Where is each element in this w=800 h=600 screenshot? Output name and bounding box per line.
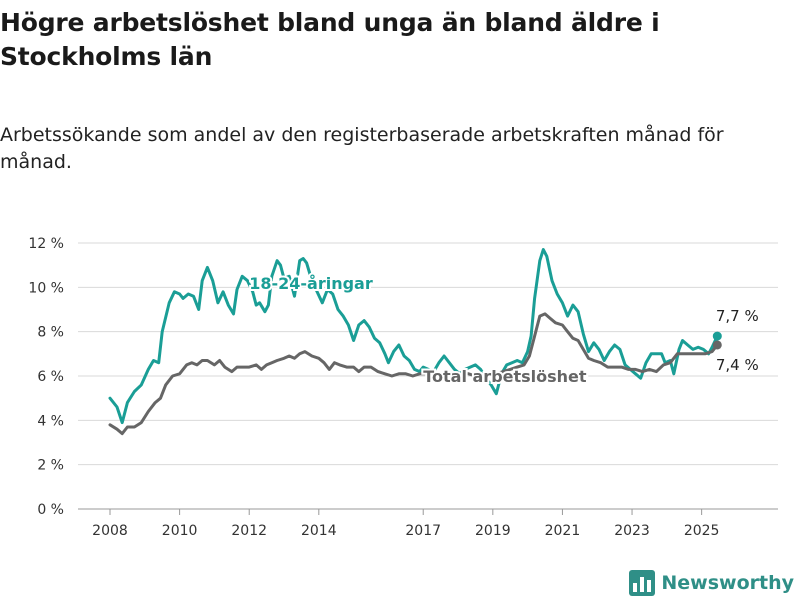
series-line-1 [108, 312, 719, 436]
series-name-label: Total arbetslöshet [423, 367, 587, 386]
page-title: Högre arbetslöshet bland unga än bland ä… [0, 8, 660, 71]
x-axis-ticks: 2008 2010 2012 2014 2017 2019 2021 2023 2025 [92, 509, 719, 539]
x-tick-label: 2017 [405, 523, 441, 539]
y-tick-label: 2 % [37, 458, 64, 474]
series-lines [108, 248, 722, 436]
x-tick-label: 2021 [545, 523, 581, 539]
brand-logo: Newsworthy [629, 570, 794, 596]
chart-subtitle: Arbetssökande som andel av den registerb… [0, 124, 724, 173]
gridlines [78, 242, 778, 510]
bar-chart-logo-icon [629, 570, 656, 596]
series-line-0 [108, 248, 719, 425]
x-tick-label: 2025 [684, 523, 720, 539]
x-tick-label: 2012 [231, 523, 267, 539]
x-tick-label: 2014 [301, 523, 337, 539]
y-tick-label: 6 % [37, 369, 64, 385]
brand-name: Newsworthy [661, 572, 794, 594]
y-tick-label: 4 % [37, 413, 64, 429]
y-axis-ticks: 0 % 2 % 4 % 6 % 8 % 10 % 12 % [28, 236, 64, 518]
series-end-point-0 [712, 331, 722, 341]
x-tick-label: 2010 [162, 523, 198, 539]
x-tick-label: 2008 [92, 523, 128, 539]
series-end-point-1 [712, 340, 722, 350]
y-tick-label: 0 % [37, 502, 64, 518]
x-tick-label: 2023 [614, 523, 650, 539]
series-labels: 18-24-åringar 7,7 % Total arbetslöshet 7,4 … [247, 272, 760, 388]
y-tick-label: 12 % [28, 236, 64, 252]
series-end-label: 7,4 % [716, 356, 759, 374]
series-name-label: 18-24-åringar [249, 274, 373, 293]
x-tick-label: 2019 [475, 523, 511, 539]
y-tick-label: 8 % [37, 325, 64, 341]
series-end-label: 7,7 % [716, 307, 759, 325]
y-tick-label: 10 % [28, 280, 64, 296]
